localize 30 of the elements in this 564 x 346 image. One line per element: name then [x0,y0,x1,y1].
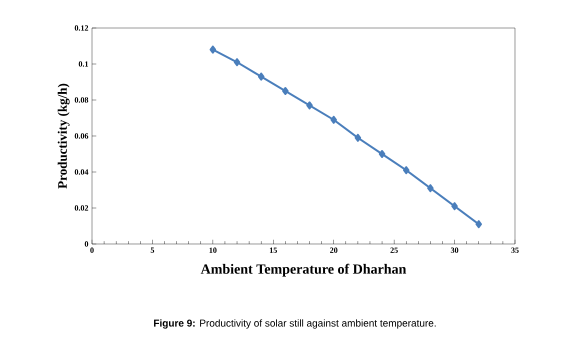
x-tick-label: 25 [390,248,398,253]
text: Figure 9: Productivity of solar still against ambient temperature. [154,319,436,329]
x-tick-label: 35 [511,248,519,253]
x-tick-label: 0 [90,248,94,253]
x-tick-label: 20 [330,248,338,253]
y-tick-label: 0.12 [74,25,88,31]
y-tick-label: 0.02 [74,205,88,211]
x-tick-label: 30 [450,248,458,253]
x-tick-label: 5 [150,248,154,253]
y-tick-label: 0 [84,241,88,247]
y-tick-label: 0.08 [74,97,88,103]
point [210,46,216,54]
x-tick-label: 15 [270,248,277,253]
x-axis-title: Ambient Temperature of Dharhan [200,264,406,277]
point [330,116,337,124]
point [475,220,482,228]
point [378,150,386,158]
point [451,202,458,210]
point [402,166,410,174]
y-tick-label: 0.1 [78,61,88,67]
point [354,134,362,142]
y-tick-label: 0.06 [74,133,88,139]
point [306,101,313,110]
point [427,184,434,192]
y-tick-label: 0.04 [74,169,88,175]
point [258,72,264,81]
point [282,87,289,96]
point [234,58,240,66]
x-tick-label: 10 [210,248,217,253]
y-axis-title: Productivity (kg/h) [58,84,70,189]
